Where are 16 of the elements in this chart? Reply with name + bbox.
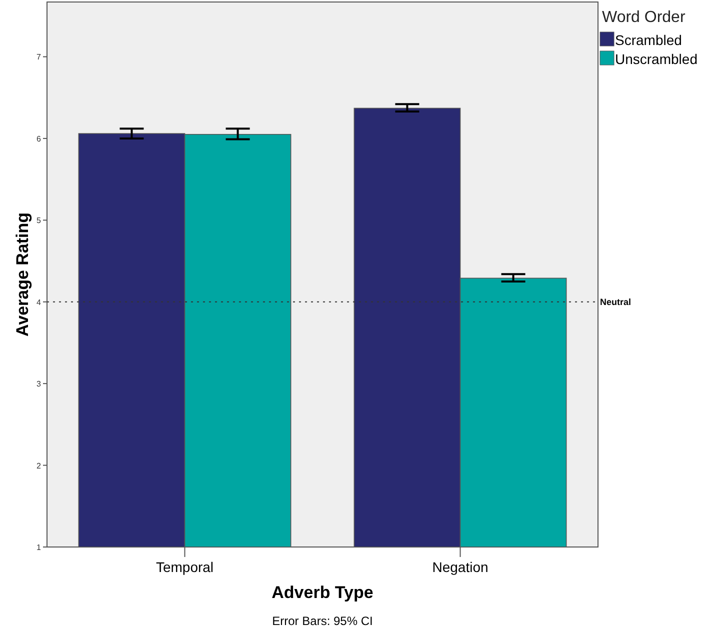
legend-label: Unscrambled: [615, 51, 698, 67]
ref-line-label: Neutral: [600, 296, 632, 307]
y-tick-label: 2: [36, 461, 42, 470]
y-tick-label: 6: [36, 134, 42, 144]
text: Error Bars: 95% CI: [272, 614, 373, 628]
y-tick-label: 7: [36, 52, 42, 62]
y-tick-label: 1: [36, 543, 42, 552]
y-tick-label: 3: [36, 380, 42, 389]
legend-title: Word Order: [602, 9, 686, 26]
legend-label: Scrambled: [615, 32, 682, 48]
x-tick-label: Temporal: [156, 559, 214, 575]
y-tick-label: 4: [36, 298, 42, 307]
y-axis-title: Average Rating: [13, 212, 32, 337]
y-tick-label: 5: [36, 216, 42, 226]
x-axis-title: Adverb Type: [272, 583, 374, 602]
x-tick-label: Negation: [432, 559, 488, 575]
